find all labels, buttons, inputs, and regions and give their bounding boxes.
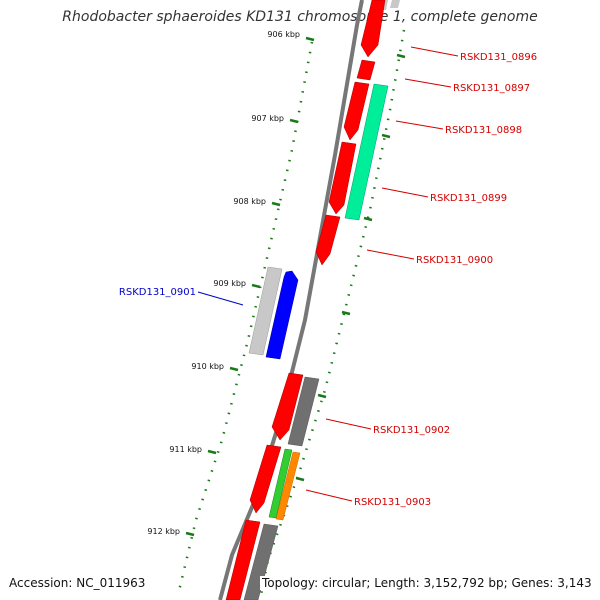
- gene-rskd131-0903-orange[interactable]: [275, 451, 301, 521]
- ruler-outer-ticks: [295, 53, 406, 482]
- gene-bottom-red[interactable]: [225, 519, 261, 600]
- ruler-tick-906: 906 kbp: [267, 30, 315, 42]
- topology-text: Topology: circular; Length: 3,152,792 bp…: [260, 576, 594, 590]
- gene-rskd131-0899[interactable]: [328, 141, 357, 215]
- label-rskd131-0896[interactable]: RSKD131_0896: [460, 52, 537, 63]
- svg-text:912 kbp: 912 kbp: [147, 527, 180, 536]
- label-rskd131-0898[interactable]: RSKD131_0898: [445, 125, 522, 136]
- ruler-inner: [176, 41, 314, 596]
- svg-text:906 kbp: 906 kbp: [267, 30, 300, 39]
- svg-text:910 kbp: 910 kbp: [191, 362, 224, 371]
- svg-text:907 kbp: 907 kbp: [251, 114, 284, 123]
- chromosome-backbone: [218, 0, 364, 600]
- label-rskd131-0901[interactable]: RSKD131_0901: [119, 287, 196, 298]
- label-rskd131-0900[interactable]: RSKD131_0900: [416, 255, 493, 266]
- label-rskd131-0899[interactable]: RSKD131_0899: [430, 193, 507, 204]
- gene-rskd131-0901[interactable]: [265, 270, 299, 360]
- gene-rskd131-0898-green[interactable]: [344, 83, 389, 221]
- gene-rskd131-0901-gray[interactable]: [248, 266, 283, 356]
- ruler-tick-908: 908 kbp: [233, 197, 281, 207]
- gene-rskd131-0898[interactable]: [343, 81, 370, 141]
- gene-bottom-gray[interactable]: [243, 523, 279, 600]
- gene-rskd131-0902[interactable]: [271, 372, 304, 441]
- map-title: Rhodobacter sphaeroides KD131 chromosome…: [62, 9, 538, 25]
- svg-text:911 kbp: 911 kbp: [169, 445, 202, 454]
- ruler-tick-910: 910 kbp: [191, 362, 239, 372]
- gene-rskd131-0903[interactable]: [249, 444, 282, 514]
- label-rskd131-0897[interactable]: RSKD131_0897: [453, 83, 530, 94]
- svg-text:908 kbp: 908 kbp: [233, 197, 266, 206]
- ruler-tick-909: 909 kbp: [213, 279, 261, 289]
- accession-text: Accession: NC_011963: [9, 576, 146, 590]
- ruler-tick-907: 907 kbp: [251, 114, 299, 124]
- svg-text:909 kbp: 909 kbp: [213, 279, 246, 288]
- label-connectors: [197, 46, 459, 502]
- gene-rskd131-0900[interactable]: [315, 214, 341, 266]
- gene-rskd131-0896[interactable]: [360, 0, 386, 58]
- ruler-tick-911: 911 kbp: [169, 445, 217, 455]
- ruler-tick-912: 912 kbp: [147, 527, 195, 537]
- gene-rskd131-0897[interactable]: [356, 59, 376, 81]
- gene-rskd131-0902-gray[interactable]: [287, 376, 320, 447]
- label-rskd131-0902[interactable]: RSKD131_0902: [373, 425, 450, 436]
- label-rskd131-0903[interactable]: RSKD131_0903: [354, 497, 431, 508]
